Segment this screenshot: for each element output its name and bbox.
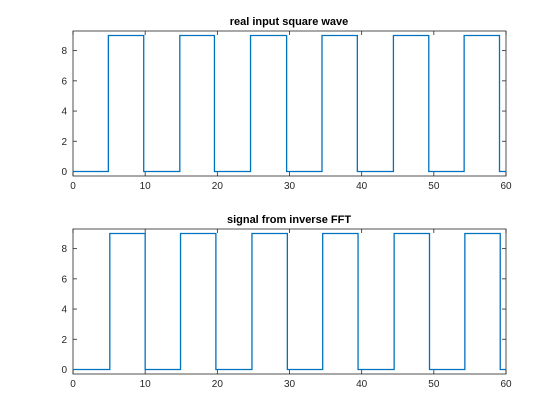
- subplot-bottom-ytick-label: 4: [61, 305, 67, 316]
- subplot-top-ytick-label: 0: [61, 167, 67, 178]
- subplot-bottom-xtick-label: 50: [428, 379, 440, 390]
- subplot-top-title: real input square wave: [230, 16, 349, 28]
- subplot-bottom-xtick-label: 20: [212, 379, 224, 390]
- subplot-bottom-xtick-label: 40: [356, 379, 368, 390]
- subplot-bottom-axes: [73, 229, 506, 374]
- subplot-bottom-ytick-label: 8: [61, 244, 67, 255]
- subplot-top-xtick-label: 40: [356, 181, 368, 192]
- subplot-bottom: signal from inverse FFT 0 10 20 30 40 50 60 0 2 4…: [61, 214, 512, 390]
- subplot-top-ytick-label: 8: [61, 46, 67, 57]
- subplot-bottom-title: signal from inverse FFT: [227, 214, 351, 226]
- subplot-bottom-xtick-label: 60: [500, 379, 512, 390]
- subplot-top-xtick-label: 20: [212, 181, 224, 192]
- subplot-bottom-xtick-label: 0: [70, 379, 76, 390]
- subplot-top-axes: [73, 31, 506, 176]
- subplot-bottom-xtick-label: 10: [140, 379, 152, 390]
- subplot-top-ytick-label: 6: [61, 76, 67, 87]
- subplot-top-xtick-label: 10: [140, 181, 152, 192]
- subplot-bottom-ytick-label: 0: [61, 365, 67, 376]
- subplot-bottom-xtick-label: 30: [284, 379, 296, 390]
- subplot-bottom-ytick-label: 2: [61, 335, 67, 346]
- subplot-top-xtick-label: 50: [428, 181, 440, 192]
- subplot-bottom-ytick-label: 6: [61, 274, 67, 285]
- subplot-top-ytick-label: 2: [61, 137, 67, 148]
- subplot-top: real input square wave 0 10 20 30 40 50 60 0 2 4 6…: [61, 16, 512, 192]
- subplot-top-xtick-label: 0: [70, 181, 76, 192]
- subplot-top-ytick-label: 4: [61, 107, 67, 118]
- subplot-top-xtick-label: 60: [500, 181, 512, 192]
- subplot-top-xtick-label: 30: [284, 181, 296, 192]
